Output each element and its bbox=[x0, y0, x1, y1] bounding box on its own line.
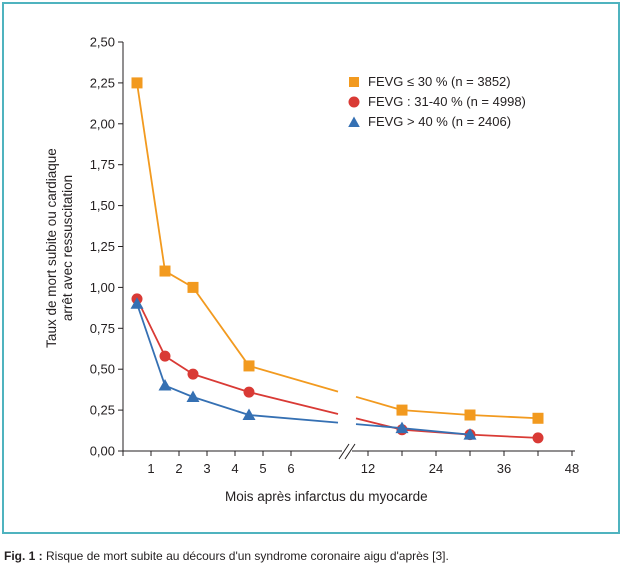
triangle-marker-icon bbox=[348, 116, 360, 127]
series-line-segment bbox=[401, 409, 471, 416]
y-tick-label: 2,25 bbox=[90, 75, 115, 90]
data-point-triangle bbox=[130, 297, 144, 309]
series-line-segment bbox=[248, 391, 339, 415]
series-line-segment bbox=[355, 423, 403, 429]
axis-break-mark bbox=[344, 443, 356, 460]
series-line-segment bbox=[401, 427, 471, 436]
figure-frame bbox=[2, 2, 620, 534]
data-point-square bbox=[243, 360, 255, 372]
data-point-triangle bbox=[242, 408, 256, 421]
circle-marker-icon bbox=[348, 96, 360, 108]
x-tick-label: 4 bbox=[231, 461, 238, 476]
figure-caption: Fig. 1 : Risque de mort subite au décour… bbox=[4, 549, 449, 563]
x-tick-label: 48 bbox=[565, 461, 579, 476]
y-tick-label: 1,75 bbox=[90, 157, 115, 172]
y-tick-label: 2,00 bbox=[90, 116, 115, 131]
data-point-square bbox=[532, 412, 544, 424]
y-tick-label: 0,25 bbox=[90, 403, 115, 418]
x-tick-label: 24 bbox=[429, 461, 443, 476]
caption-label: Fig. 1 : bbox=[4, 549, 43, 563]
x-tick-label: 36 bbox=[497, 461, 511, 476]
data-point-circle bbox=[243, 386, 255, 398]
x-tick-label: 12 bbox=[361, 461, 375, 476]
series-line-segment bbox=[164, 355, 194, 375]
series-line-segment bbox=[248, 414, 339, 424]
y-tick-label: 1,00 bbox=[90, 280, 115, 295]
data-point-circle bbox=[159, 350, 171, 362]
series-line-segment bbox=[192, 396, 250, 416]
series-line-segment bbox=[469, 433, 539, 439]
series-line-segment bbox=[192, 373, 250, 393]
x-tick-label: 1 bbox=[147, 461, 154, 476]
data-point-triangle bbox=[186, 390, 200, 403]
legend-label: FEVG : 31-40 % (n = 4998) bbox=[368, 94, 526, 109]
data-point-square bbox=[131, 77, 143, 89]
legend: FEVG ≤ 30 % (n = 3852) FEVG : 31-40 % (n… bbox=[348, 72, 526, 132]
y-tick-label: 2,50 bbox=[90, 35, 115, 50]
y-tick-label: 1,50 bbox=[90, 198, 115, 213]
y-tick-label: 0,00 bbox=[90, 444, 115, 459]
data-point-triangle bbox=[158, 379, 172, 391]
legend-item-fevg-gt-40: FEVG > 40 % (n = 2406) bbox=[348, 112, 526, 132]
y-tick-label: 0,75 bbox=[90, 321, 115, 336]
caption-text: Risque de mort subite au décours d'un sy… bbox=[42, 549, 449, 563]
data-point-square bbox=[464, 409, 476, 421]
x-axis-label: Mois après infarctus du myocarde bbox=[225, 489, 428, 504]
data-point-circle bbox=[187, 368, 199, 380]
series-line-segment bbox=[136, 82, 166, 272]
series-line-segment bbox=[248, 365, 339, 393]
square-marker-icon bbox=[349, 77, 359, 87]
y-axis-label-line-1: Taux de mort subite ou cardiaque bbox=[44, 148, 59, 348]
x-tick-label: 5 bbox=[259, 461, 266, 476]
data-point-square bbox=[187, 281, 199, 293]
series-line-segment bbox=[355, 395, 403, 411]
series-line-segment bbox=[192, 286, 250, 367]
data-point-square bbox=[159, 265, 171, 277]
y-tick-label: 1,25 bbox=[90, 239, 115, 254]
x-tick-label: 2 bbox=[175, 461, 182, 476]
y-tick-label: 0,50 bbox=[90, 362, 115, 377]
legend-item-fevg-31-40: FEVG : 31-40 % (n = 4998) bbox=[348, 92, 526, 112]
axis-break-mark bbox=[338, 443, 350, 460]
series-line-segment bbox=[136, 303, 166, 386]
legend-label: FEVG > 40 % (n = 2406) bbox=[368, 114, 512, 129]
x-tick-label: 6 bbox=[287, 461, 294, 476]
legend-item-fevg-le-30: FEVG ≤ 30 % (n = 3852) bbox=[348, 72, 526, 92]
legend-label: FEVG ≤ 30 % (n = 3852) bbox=[368, 74, 511, 89]
y-axis-label-line-2: arrêt avec ressuscitation bbox=[60, 174, 75, 322]
data-point-square bbox=[396, 404, 408, 416]
data-point-triangle bbox=[395, 421, 409, 434]
data-point-circle bbox=[532, 432, 544, 444]
y-axis-label: Taux de mort subite ou cardiaque arrêt a… bbox=[44, 118, 76, 378]
x-tick-label: 3 bbox=[203, 461, 210, 476]
series-line-segment bbox=[469, 414, 539, 420]
data-point-triangle bbox=[463, 428, 477, 440]
